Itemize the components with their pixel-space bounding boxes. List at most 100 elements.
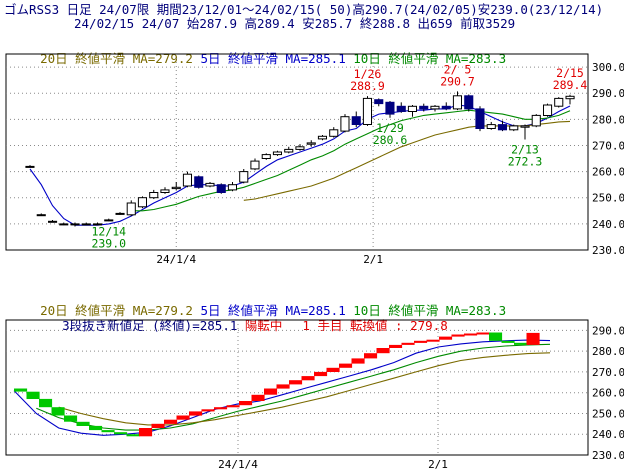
brick-up	[151, 423, 165, 428]
y-tick-label: 270.0	[592, 139, 624, 152]
y-tick-label: 250.0	[592, 192, 624, 205]
y-tick-label: 240.0	[592, 218, 624, 231]
candle-up	[340, 116, 350, 132]
candle-up	[182, 173, 192, 187]
price-annotation: 288.9	[350, 79, 385, 93]
legend-ma10-bottom: 10日 終値平滑 MA=283.3	[353, 303, 507, 318]
brick-down	[39, 398, 53, 408]
price-annotation: 2/15	[556, 66, 584, 80]
y-tick-label: 300.0	[592, 61, 624, 74]
price-annotation: 239.0	[91, 236, 126, 250]
candle-up	[227, 184, 237, 191]
brick-up	[439, 336, 453, 340]
brick-up	[351, 358, 365, 364]
brick-down	[76, 421, 90, 426]
candle-down	[216, 184, 226, 193]
candle-up	[272, 151, 282, 156]
brick-up	[401, 342, 415, 345]
brick-up	[164, 419, 178, 424]
legend-ma20: 20日 終値平滑 MA=279.2	[40, 51, 193, 66]
candle-up	[295, 146, 305, 150]
plot-frame	[5, 53, 589, 251]
candle-down	[419, 105, 429, 110]
brick-up	[451, 334, 465, 337]
brick-up	[414, 340, 428, 343]
brick-up	[339, 363, 353, 368]
brick-up	[476, 332, 490, 335]
x-tick-label: 2/1	[428, 458, 448, 471]
x-tick-label: 24/1/4	[218, 458, 258, 471]
brick-up	[289, 380, 303, 385]
candle-up	[565, 95, 575, 100]
candle-up	[531, 114, 541, 127]
candle-up	[554, 97, 564, 107]
x-tick-label: 2/1	[363, 253, 383, 266]
brick-up	[364, 353, 378, 359]
brick-up	[464, 333, 478, 336]
candle-up	[250, 160, 260, 170]
y-tick-label: 230.0	[592, 244, 624, 257]
price-annotation: 280.6	[373, 133, 408, 147]
candle-up	[239, 171, 249, 183]
candle-up	[317, 135, 327, 140]
brick-up	[189, 411, 203, 416]
legend-ma5: 5日 終値平滑 MA=285.1	[200, 51, 346, 66]
candle-up	[452, 95, 462, 110]
brick-up	[176, 415, 190, 420]
candle-up	[407, 105, 417, 112]
candle-up	[81, 223, 91, 226]
candle-up	[59, 223, 69, 226]
new-price-chart: 230.0 240.0 250.0 260.0 270.0 280.0 290.0 24/1/…	[5, 319, 624, 471]
candle-down	[351, 116, 361, 125]
candle-up	[261, 154, 271, 159]
candle-up	[520, 125, 530, 128]
trend-status-label: 陽転中 1 手目	[244, 318, 343, 333]
candle-up	[160, 189, 170, 193]
ma-line	[131, 109, 571, 212]
brick-down	[489, 332, 503, 341]
brick-up	[226, 405, 240, 408]
y-tick-label: 260.0	[592, 387, 624, 400]
brick-up	[426, 339, 440, 342]
candle-up	[171, 186, 181, 190]
brick-up	[139, 428, 153, 437]
candle-up	[104, 219, 114, 222]
top-legend: 20日 終値平滑 MA=279.2 5日 終値平滑 MA=285.1 10日 終…	[10, 36, 506, 81]
price-annotation: 1/26	[354, 67, 382, 81]
bottom-status-line: 3段抜き新値足 (終値)=285.1 陽転中 1 手目 転換値 : 279.8	[32, 303, 448, 348]
y-tick-label: 280.0	[592, 345, 624, 358]
candle-up	[205, 182, 215, 187]
bottom-legend: 20日 終値平滑 MA=279.2 5日 終値平滑 MA=285.1 10日 終…	[10, 288, 506, 333]
candle-up	[430, 105, 440, 110]
y-tick-label: 260.0	[592, 166, 624, 179]
y-tick-label: 290.0	[592, 324, 624, 337]
price-annotation: 2/ 5	[444, 62, 472, 76]
brick-down	[514, 342, 528, 345]
brick-up	[239, 401, 253, 406]
legend-ma5-bottom: 5日 終値平滑 MA=285.1	[200, 303, 346, 318]
candle-up	[36, 214, 46, 217]
candle-up	[543, 104, 553, 116]
candle-up	[306, 142, 316, 145]
brick-up	[314, 371, 328, 377]
candle-down	[396, 105, 406, 112]
brick-down	[14, 388, 28, 392]
candle-down	[497, 124, 507, 131]
brick-down	[126, 434, 140, 437]
candle-up	[25, 165, 35, 168]
candle-up	[509, 125, 519, 131]
brick-up	[326, 367, 340, 372]
candle-up	[329, 129, 339, 137]
brick-up	[526, 332, 540, 345]
price-annotation: 12/14	[91, 224, 126, 238]
price-annotation: 290.7	[440, 74, 475, 88]
price-annotation: 272.3	[508, 154, 543, 168]
brick-down	[101, 430, 115, 433]
candle-down	[194, 176, 204, 188]
candle-up	[149, 192, 159, 199]
brick-up	[214, 407, 228, 410]
candle-up	[70, 223, 80, 226]
legend-ma10: 10日 終値平滑 MA=283.3	[353, 51, 507, 66]
brick-down	[114, 432, 128, 435]
